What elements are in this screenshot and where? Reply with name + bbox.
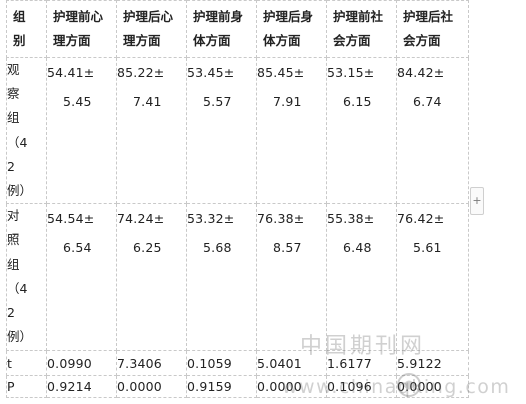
group-label-line: 例） (7, 329, 33, 345)
cell-ctrl-post-social: 76.42± 5.61 (396, 203, 469, 352)
header-post-physical-line1: 护理后身 (263, 9, 314, 24)
cell-sd: 6.15 (343, 94, 372, 109)
cell-sd: 6.74 (413, 94, 442, 109)
cell-mean: 54.54± (47, 211, 95, 227)
cell-mean: 85.22± (117, 65, 165, 80)
group-label-control: 对 照 组 （4 2 例） (6, 203, 47, 352)
group-label-line: 组 (7, 256, 20, 272)
group-label-line: （4 (7, 134, 28, 150)
cell-sd: 7.91 (273, 94, 302, 109)
cell-sd: 6.25 (133, 240, 162, 256)
header-row: 组 别 护理前心 理方面 护理后心 理方面 护理前身 体方面 护理后身 体方面 … (6, 0, 469, 58)
cell-mean: 85.45± (257, 65, 305, 80)
header-post-physical-line2: 体方面 (263, 33, 301, 48)
group-label-line: 组 (7, 110, 20, 126)
cell-sd: 5.45 (63, 94, 92, 109)
cell-t-post-physical: 5.0401 (256, 350, 327, 377)
header-pre-social-line2: 会方面 (333, 33, 371, 48)
header-pre-physical: 护理前身 体方面 (186, 0, 257, 58)
row-label-t: t (6, 350, 47, 377)
cell-mean: 76.42± (397, 211, 445, 227)
cell-p-post-physical: 0.0000 (256, 375, 327, 399)
cell-mean: 84.42± (397, 65, 445, 80)
cell-p-post-social: 0.0000 (396, 375, 469, 399)
cell-obs-pre-social: 53.15± 6.15 (326, 56, 397, 205)
cell-ctrl-post-psych: 74.24± 6.25 (116, 203, 187, 352)
header-group: 组 别 (6, 0, 47, 58)
group-label-line: 察 (7, 86, 20, 102)
cell-t-pre-physical: 0.1059 (186, 350, 257, 377)
cell-obs-post-physical: 85.45± 7.91 (256, 56, 327, 205)
header-pre-psych: 护理前心 理方面 (46, 0, 117, 58)
cell-mean: 55.38± (327, 211, 375, 227)
cell-t-post-social: 5.9122 (396, 350, 469, 377)
cell-sd: 7.41 (133, 94, 162, 109)
header-post-physical: 护理后身 体方面 (256, 0, 327, 58)
cell-obs-post-psych: 85.22± 7.41 (116, 56, 187, 205)
cell-p-post-psych: 0.0000 (116, 375, 187, 399)
cell-t-pre-psych: 0.0990 (46, 350, 117, 377)
cell-mean: 53.45± (187, 65, 235, 80)
group-label-line: 照 (7, 232, 20, 248)
header-pre-physical-line2: 体方面 (193, 33, 231, 48)
plus-icon: + (472, 194, 482, 207)
cell-sd: 6.48 (343, 240, 372, 256)
cell-sd: 6.54 (63, 240, 92, 256)
row-control-group: 对 照 组 （4 2 例） 54.54± 6.54 74.24± 6.25 53… (6, 203, 469, 352)
header-post-psych-line1: 护理后心 (123, 9, 174, 24)
cell-ctrl-pre-social: 55.38± 6.48 (326, 203, 397, 352)
cell-obs-pre-psych: 54.41± 5.45 (46, 56, 117, 205)
row-t-value: t 0.0990 7.3406 0.1059 5.0401 1.6177 5.9… (6, 350, 469, 377)
group-label-line: （4 (7, 280, 28, 296)
group-label-observation: 观 察 组 （4 2 例） (6, 56, 47, 205)
expand-table-button[interactable]: + (470, 187, 484, 215)
header-pre-psych-line2: 理方面 (53, 33, 91, 48)
cell-p-pre-social: 0.1096 (326, 375, 397, 399)
header-pre-physical-line1: 护理前身 (193, 9, 244, 24)
group-label-line: 观 (7, 62, 20, 77)
cell-t-post-psych: 7.3406 (116, 350, 187, 377)
header-group-line2: 别 (13, 33, 26, 48)
cell-mean: 53.32± (187, 211, 235, 227)
group-label-line: 2 (7, 305, 15, 321)
cell-sd: 5.68 (203, 240, 232, 256)
header-pre-psych-line1: 护理前心 (53, 9, 104, 24)
cell-mean: 76.38± (257, 211, 305, 227)
row-observation-group: 观 察 组 （4 2 例） 54.41± 5.45 85.22± 7.41 53… (6, 56, 469, 205)
row-label-p: P (6, 375, 47, 399)
cell-ctrl-post-physical: 76.38± 8.57 (256, 203, 327, 352)
header-group-line1: 组 (13, 9, 26, 24)
group-label-line: 2 (7, 158, 15, 174)
results-table: 组 别 护理前心 理方面 护理后心 理方面 护理前身 体方面 护理后身 体方面 … (6, 0, 469, 399)
cell-sd: 5.61 (413, 240, 442, 256)
header-post-psych: 护理后心 理方面 (116, 0, 187, 58)
cell-t-pre-social: 1.6177 (326, 350, 397, 377)
header-pre-social: 护理前社 会方面 (326, 0, 397, 58)
header-post-psych-line2: 理方面 (123, 33, 161, 48)
group-label-line: 例） (7, 183, 33, 199)
header-pre-social-line1: 护理前社 (333, 9, 384, 24)
group-label-line: 对 (7, 208, 20, 224)
cell-sd: 8.57 (273, 240, 302, 256)
cell-mean: 54.41± (47, 65, 95, 80)
header-post-social-line1: 护理后社 (403, 9, 454, 24)
cell-obs-post-social: 84.42± 6.74 (396, 56, 469, 205)
cell-sd: 5.57 (203, 94, 232, 109)
cell-obs-pre-physical: 53.45± 5.57 (186, 56, 257, 205)
cell-mean: 74.24± (117, 211, 165, 227)
cell-mean: 53.15± (327, 65, 375, 80)
header-post-social: 护理后社 会方面 (396, 0, 469, 58)
row-p-value: P 0.9214 0.0000 0.9159 0.0000 0.1096 0.0… (6, 375, 469, 399)
header-post-social-line2: 会方面 (403, 33, 441, 48)
cell-ctrl-pre-physical: 53.32± 5.68 (186, 203, 257, 352)
cell-p-pre-physical: 0.9159 (186, 375, 257, 399)
cell-p-pre-psych: 0.9214 (46, 375, 117, 399)
cell-ctrl-pre-psych: 54.54± 6.54 (46, 203, 117, 352)
